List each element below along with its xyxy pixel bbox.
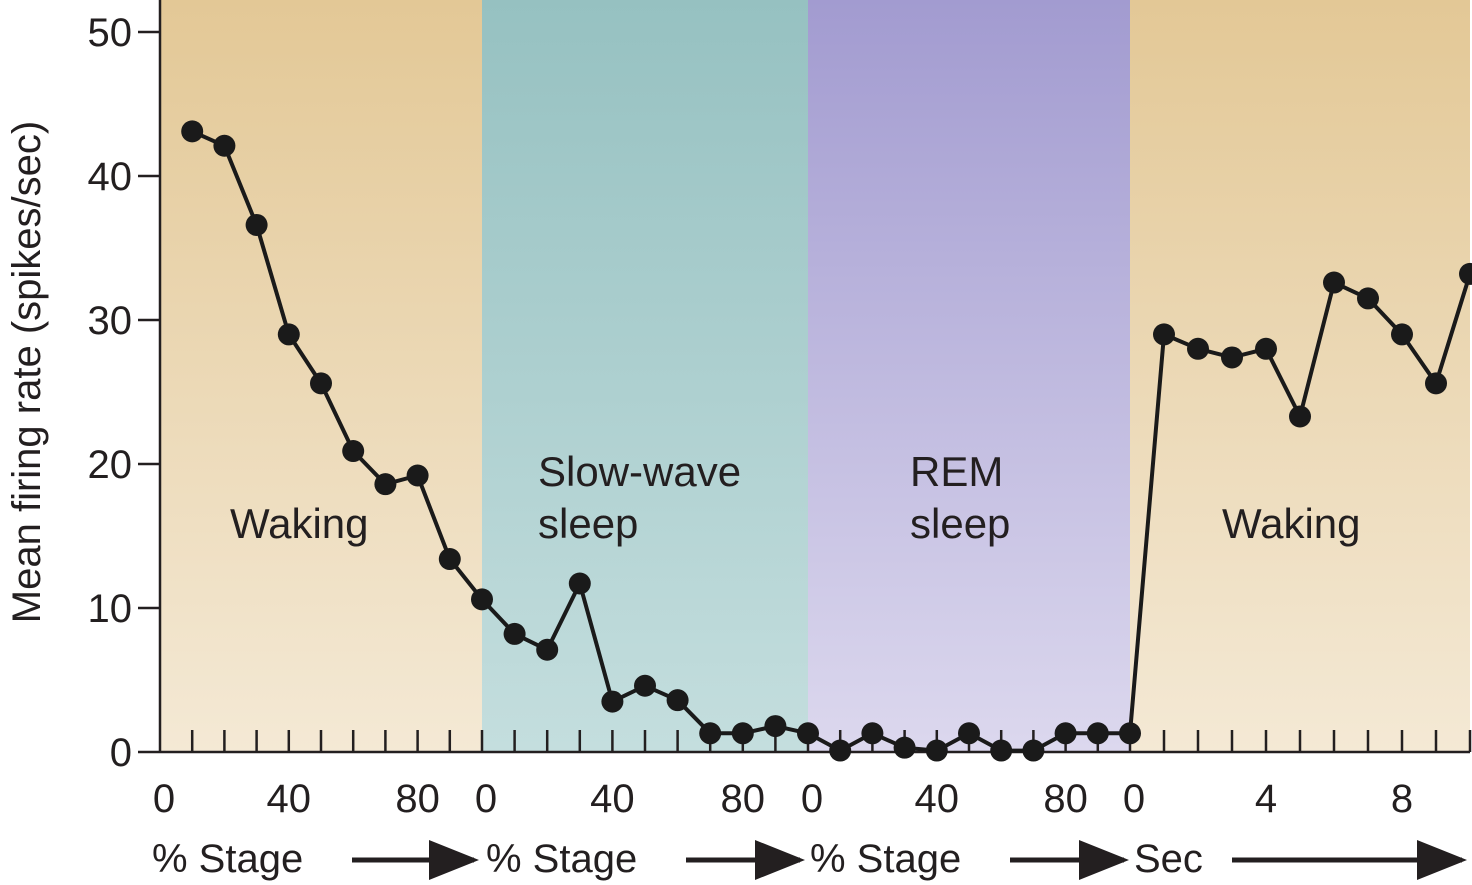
x-tick-label-waking_2-8: 8	[1391, 777, 1413, 821]
y-tick-label-10: 10	[88, 587, 133, 631]
y-tick-label-0: 0	[110, 731, 132, 775]
data-point-rem-9	[1119, 722, 1141, 745]
data-point-rem-1	[861, 722, 884, 745]
stage-region-labels: Waking Slow-wave sleep REM sleep Waking	[230, 448, 1361, 547]
x-tick-label-slow_wave-80: 80	[721, 777, 766, 821]
data-point-slow_wave-3	[601, 690, 624, 713]
data-point-waking_1-7	[406, 464, 429, 487]
data-point-waking_1-2	[245, 213, 268, 236]
data-point-waking_1-5	[342, 440, 365, 463]
y-axis: 0 10 20 30 40 50	[88, 0, 162, 775]
region-label-slow_wave-1: sleep	[538, 500, 638, 547]
data-point-waking_2-9	[1459, 262, 1472, 285]
x-axis-stage-labels: % Stage % Stage % Stage Sec	[152, 837, 1467, 881]
stage-label-waking_2: Sec	[1134, 837, 1203, 881]
region-label-slow_wave-0: Slow-wave	[538, 448, 741, 495]
data-point-waking_2-0	[1153, 323, 1175, 346]
data-point-slow_wave-7	[731, 722, 754, 745]
stage-label-rem: % Stage	[810, 837, 961, 881]
x-axis: 0 40 80 0 40 80 0 40 80 0 4 8	[153, 730, 1472, 821]
data-point-waking_1-0	[181, 120, 204, 143]
y-tick-label-20: 20	[88, 443, 133, 487]
stage-backgrounds	[160, 0, 1470, 752]
data-point-waking_2-4	[1289, 405, 1311, 428]
data-point-slow_wave-9	[797, 722, 819, 745]
data-point-rem-4	[958, 722, 980, 745]
x-tick-label-waking_2-0: 0	[1123, 777, 1145, 821]
data-point-waking_2-7	[1391, 323, 1413, 346]
firing-rate-line	[191, 129, 1472, 753]
x-tick-label-waking_1-40: 40	[267, 777, 312, 821]
data-point-waking_1-1	[213, 134, 236, 157]
data-point-slow_wave-8	[764, 715, 787, 738]
data-point-waking_1-6	[374, 473, 397, 496]
data-point-rem-2	[893, 736, 916, 759]
data-point-waking_2-6	[1357, 287, 1379, 310]
data-point-slow_wave-2	[568, 572, 591, 595]
x-tick-label-waking_1-80: 80	[395, 777, 440, 821]
data-point-rem-3	[925, 739, 948, 762]
data-point-waking_1-8	[438, 548, 461, 571]
data-point-waking_2-8	[1425, 372, 1447, 395]
x-tick-label-rem-80: 80	[1043, 777, 1088, 821]
data-point-waking_2-1	[1187, 337, 1209, 360]
data-point-rem-7	[1054, 722, 1077, 745]
data-point-slow_wave-6	[699, 722, 722, 745]
x-tick-label-rem-40: 40	[915, 777, 960, 821]
y-tick-label-30: 30	[88, 299, 133, 343]
region-label-rem-0: REM	[910, 448, 1003, 495]
x-tick-label-slow_wave-40: 40	[590, 777, 635, 821]
data-point-rem-0	[829, 739, 852, 762]
data-point-slow_wave-5	[666, 689, 689, 712]
stage-label-waking_1: % Stage	[152, 837, 303, 881]
x-tick-label-waking_1-0: 0	[153, 777, 175, 821]
stage-label-slow_wave: % Stage	[486, 837, 637, 881]
y-axis-title: Mean firing rate (spikes/sec)	[5, 121, 49, 623]
data-point-waking_1-3	[277, 323, 300, 346]
region-label-waking_1-0: Waking	[230, 500, 369, 547]
region-label-waking_2-0: Waking	[1222, 500, 1361, 547]
background-waking_2	[1130, 0, 1470, 752]
firing-rate-points	[181, 120, 1472, 762]
data-point-waking_2-3	[1255, 337, 1277, 360]
background-rem	[808, 0, 1130, 752]
data-point-rem-5	[990, 739, 1013, 762]
region-label-rem-1: sleep	[910, 500, 1010, 547]
data-point-rem-8	[1086, 722, 1109, 745]
x-tick-label-waking_2-4: 4	[1255, 777, 1277, 821]
data-point-waking_2-5	[1323, 271, 1345, 294]
firing-rate-polyline	[191, 129, 1472, 753]
data-point-slow_wave-4	[634, 674, 656, 697]
data-point-rem-6	[1022, 739, 1045, 762]
data-point-slow_wave-0	[503, 622, 526, 645]
x-tick-label-rem-0: 0	[801, 777, 823, 821]
data-point-waking_2-2	[1221, 346, 1243, 369]
data-point-waking_1-9	[471, 588, 493, 611]
data-point-slow_wave-1	[536, 638, 559, 661]
data-point-waking_1-4	[310, 372, 332, 395]
x-tick-label-slow_wave-0: 0	[475, 777, 497, 821]
y-tick-label-40: 40	[88, 155, 133, 199]
y-tick-label-50: 50	[88, 11, 133, 55]
background-slow_wave	[482, 0, 808, 752]
